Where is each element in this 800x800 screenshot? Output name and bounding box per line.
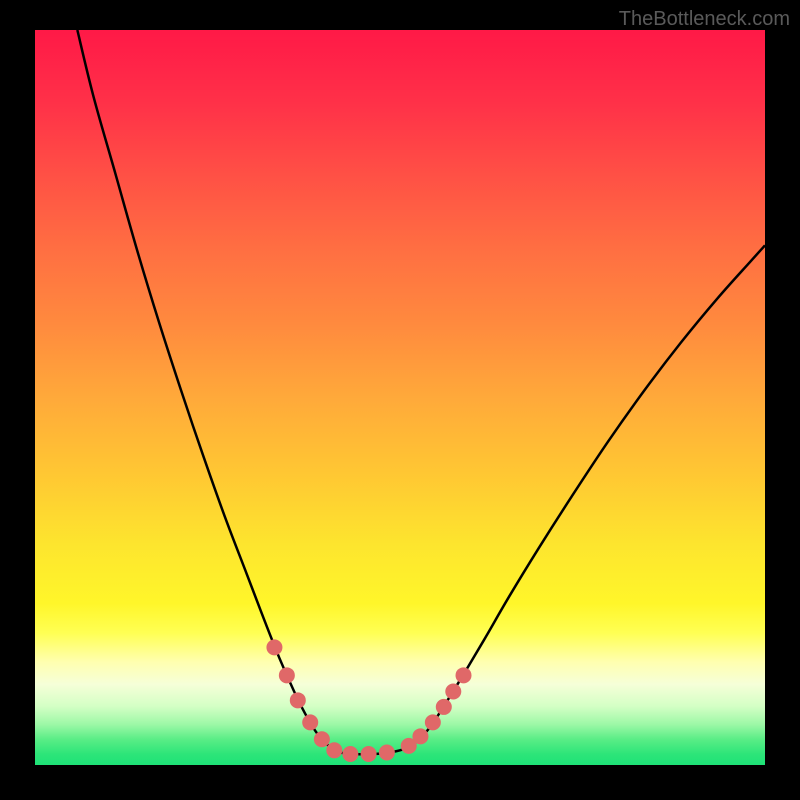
chart-background [35, 30, 765, 765]
marker-point [314, 731, 330, 747]
marker-point [279, 667, 295, 683]
marker-point [425, 714, 441, 730]
marker-point [456, 667, 472, 683]
marker-point [379, 745, 395, 761]
marker-point [302, 714, 318, 730]
marker-point [342, 746, 358, 762]
marker-point [326, 742, 342, 758]
watermark-text: TheBottleneck.com [619, 8, 790, 31]
marker-point [436, 699, 452, 715]
marker-point [361, 746, 377, 762]
marker-point [412, 728, 428, 744]
bottleneck-chart [35, 30, 765, 765]
marker-point [445, 684, 461, 700]
marker-point [290, 692, 306, 708]
chart-svg [35, 30, 765, 765]
marker-point [266, 639, 282, 655]
